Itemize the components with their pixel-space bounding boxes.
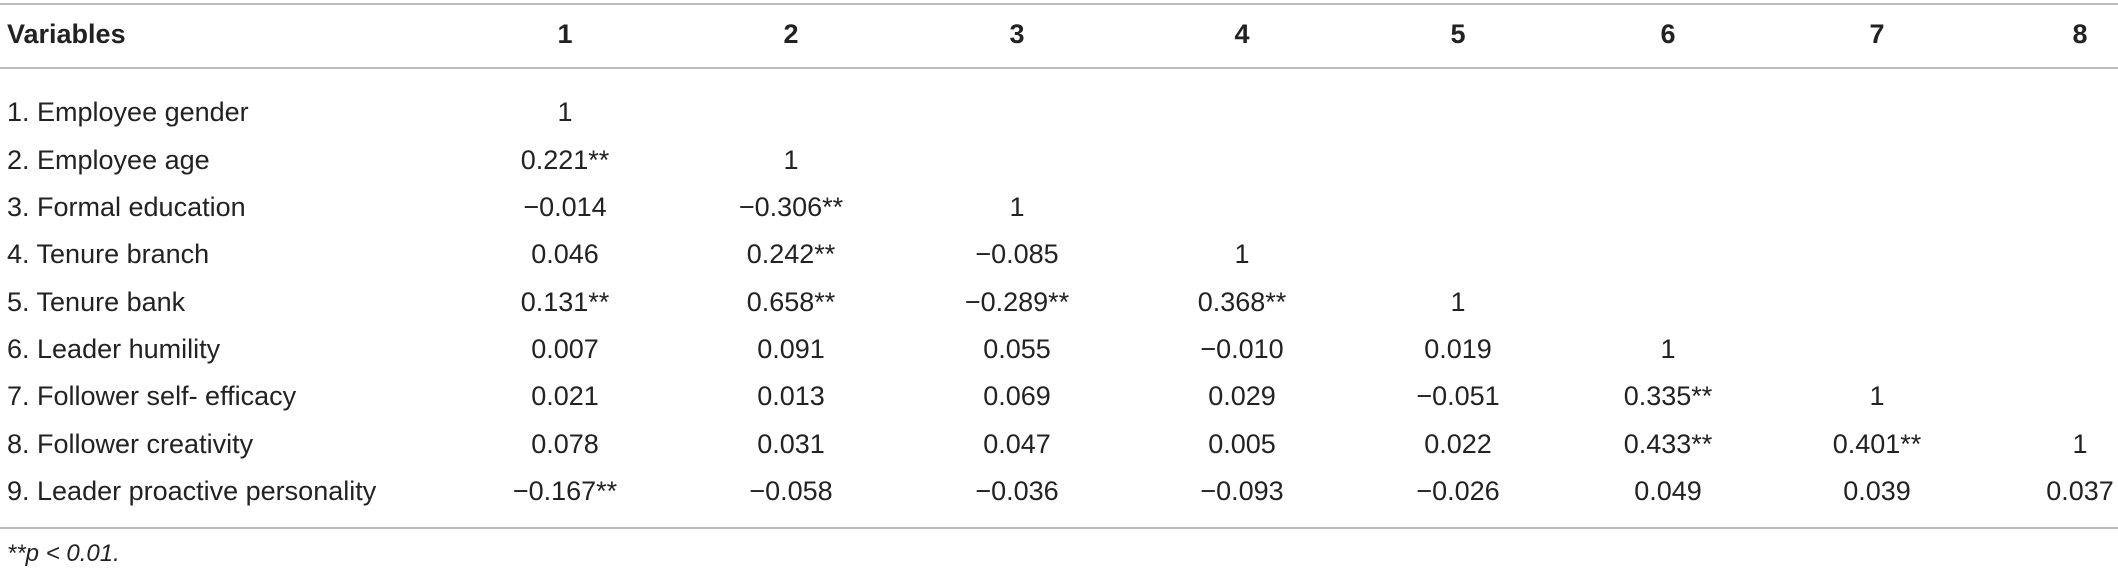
correlation-cell: 0.037 xyxy=(2046,476,2114,506)
variable-label: 4. Tenure branch xyxy=(7,239,210,269)
correlation-cell: 0.055 xyxy=(983,334,1051,364)
variable-label: 9. Leader proactive personality xyxy=(7,476,377,506)
variable-label: 8. Follower creativity xyxy=(7,429,254,459)
correlation-cell: 0.022 xyxy=(1424,429,1492,459)
correlation-cell: 0.046 xyxy=(531,239,599,269)
correlation-cell: −0.010 xyxy=(1200,334,1284,364)
correlation-cell: 1 xyxy=(1009,192,1025,222)
correlation-cell: 1 xyxy=(1234,239,1250,269)
correlation-cell: 0.658** xyxy=(746,287,836,317)
top-rule xyxy=(0,3,2118,5)
variable-label: 3. Formal education xyxy=(7,192,246,222)
column-header: 5 xyxy=(1450,19,1466,49)
correlation-cell: 0.078 xyxy=(531,429,599,459)
correlation-cell: 0.069 xyxy=(983,381,1051,411)
correlation-cell: 0.047 xyxy=(983,429,1051,459)
correlation-cell: 0.131** xyxy=(520,287,610,317)
correlation-cell: 0.005 xyxy=(1208,429,1276,459)
correlation-cell: −0.289** xyxy=(964,287,1070,317)
correlation-cell: −0.051 xyxy=(1416,381,1500,411)
column-header: 6 xyxy=(1660,19,1676,49)
column-header: 1 xyxy=(557,19,573,49)
column-header: 2 xyxy=(783,19,799,49)
correlation-cell: −0.058 xyxy=(749,476,833,506)
correlation-cell: 0.091 xyxy=(757,334,825,364)
correlation-cell: 0.368** xyxy=(1197,287,1287,317)
column-header: 8 xyxy=(2072,19,2088,49)
correlation-cell: −0.026 xyxy=(1416,476,1500,506)
correlation-cell: 1 xyxy=(1869,381,1885,411)
correlation-cell: −0.014 xyxy=(523,192,607,222)
correlation-cell: 0.433** xyxy=(1623,429,1713,459)
correlation-cell: 0.049 xyxy=(1634,476,1702,506)
correlation-cell: 0.335** xyxy=(1623,381,1713,411)
variable-label: 5. Tenure bank xyxy=(7,287,186,317)
correlation-cell: −0.093 xyxy=(1200,476,1284,506)
column-header: 3 xyxy=(1009,19,1025,49)
correlation-cell: −0.036 xyxy=(975,476,1059,506)
bottom-rule xyxy=(0,527,2118,529)
correlation-cell: 0.242** xyxy=(746,239,836,269)
correlation-cell: 1 xyxy=(2072,429,2088,459)
correlation-cell: 0.039 xyxy=(1843,476,1911,506)
correlation-cell: 0.013 xyxy=(757,381,825,411)
column-header: 7 xyxy=(1869,19,1885,49)
correlation-cell: 1 xyxy=(783,145,799,175)
header-rule xyxy=(0,67,2118,69)
correlation-cell: 0.221** xyxy=(520,145,610,175)
correlation-cell: −0.306** xyxy=(738,192,844,222)
variables-header: Variables xyxy=(7,19,126,49)
correlation-cell: 0.031 xyxy=(757,429,825,459)
correlation-cell: 0.021 xyxy=(531,381,599,411)
correlation-cell: 0.029 xyxy=(1208,381,1276,411)
correlation-cell: −0.167** xyxy=(512,476,618,506)
correlation-cell: 1 xyxy=(1660,334,1676,364)
correlation-cell: 1 xyxy=(1450,287,1466,317)
correlation-cell: 0.401** xyxy=(1832,429,1922,459)
correlation-cell: 0.019 xyxy=(1424,334,1492,364)
correlation-cell: −0.085 xyxy=(975,239,1059,269)
column-header: 4 xyxy=(1234,19,1250,49)
correlation-cell: 1 xyxy=(557,97,573,127)
variable-label: 2. Employee age xyxy=(7,145,210,175)
footnote: **p < 0.01. xyxy=(7,540,120,567)
variable-label: 7. Follower self- efficacy xyxy=(7,381,297,411)
variable-label: 6. Leader humility xyxy=(7,334,221,364)
correlation-cell: 0.007 xyxy=(531,334,599,364)
variable-label: 1. Employee gender xyxy=(7,97,249,127)
